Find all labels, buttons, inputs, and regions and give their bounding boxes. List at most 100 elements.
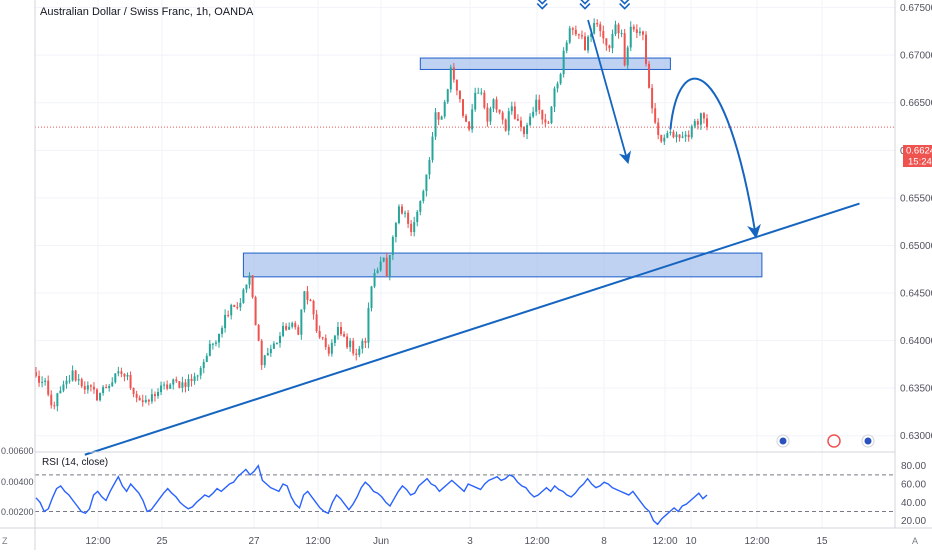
candle-body xyxy=(455,79,458,91)
candle-body xyxy=(163,384,166,386)
candle-body xyxy=(236,306,239,308)
time-tick-label: 12:00 xyxy=(744,536,769,547)
rsi-tick-label: 40.00 xyxy=(901,498,926,509)
candle-body xyxy=(529,116,532,126)
candle-body xyxy=(208,343,211,356)
candle-body xyxy=(312,300,315,315)
candle-body xyxy=(144,399,147,403)
candle-body xyxy=(160,385,163,393)
candle-body xyxy=(47,380,50,395)
candle-body xyxy=(593,22,596,34)
candle-body xyxy=(669,131,672,134)
candle-body xyxy=(425,174,428,192)
candle-body xyxy=(211,343,214,345)
candle-body xyxy=(562,50,565,75)
candle-body xyxy=(474,92,477,110)
candle-body xyxy=(617,24,620,34)
candle-body xyxy=(172,379,175,385)
candle-body xyxy=(410,223,413,233)
auto-scale-button[interactable]: A xyxy=(912,536,918,546)
candle-body xyxy=(373,272,376,287)
candle-body xyxy=(565,42,568,51)
last-price-label: 0.66244 xyxy=(906,146,932,157)
candle-body xyxy=(318,331,321,338)
candle-body xyxy=(492,99,495,109)
time-tick-label: 10 xyxy=(685,536,697,547)
candle-body xyxy=(504,119,507,131)
candle-body xyxy=(251,275,254,298)
candle-body xyxy=(190,378,193,381)
chevron-marker xyxy=(579,3,591,10)
time-tick-label: 3 xyxy=(467,536,473,547)
rsi-line xyxy=(35,464,708,526)
candle-body xyxy=(181,382,184,388)
candle-body xyxy=(263,355,266,366)
candle-body xyxy=(553,88,556,107)
candle-body xyxy=(571,28,574,30)
candle-body xyxy=(419,200,422,212)
candle-body xyxy=(272,343,275,349)
candle-body xyxy=(687,134,690,138)
candle-body xyxy=(434,112,437,137)
resistance-zone xyxy=(419,57,671,70)
time-tick-label: Jun xyxy=(373,536,389,547)
candle-body xyxy=(343,334,346,337)
candle-body xyxy=(59,390,62,394)
candle-body xyxy=(370,286,373,308)
candle-body xyxy=(355,353,358,355)
candle-body xyxy=(452,67,455,80)
candle-body xyxy=(516,118,519,121)
chevron-marker xyxy=(580,0,590,5)
candle-body xyxy=(648,63,651,88)
axes: 0.675000.670000.665000.660000.655000.650… xyxy=(85,3,932,547)
time-tick-label: 8 xyxy=(601,536,607,547)
candle-body xyxy=(501,112,504,120)
candle-body xyxy=(279,335,281,343)
candle-body xyxy=(379,261,382,271)
candle-body xyxy=(675,134,678,138)
candle-body xyxy=(584,36,586,51)
candle-body xyxy=(364,340,367,343)
candle-body xyxy=(83,386,86,390)
price-tick-label: 0.63000 xyxy=(900,431,932,442)
candle-body xyxy=(35,372,37,376)
candle-body xyxy=(53,405,56,407)
chevron-marker xyxy=(619,3,631,10)
candle-body xyxy=(62,384,65,391)
candle-body xyxy=(294,323,297,328)
candle-body xyxy=(532,111,535,117)
candle-body xyxy=(614,24,617,35)
chevron-marker xyxy=(537,0,548,5)
candle-body xyxy=(446,89,449,102)
candle-body xyxy=(306,291,309,300)
chart-title: Australian Dollar / Swiss Franc, 1h, OAN… xyxy=(40,6,254,18)
candle-body xyxy=(632,26,635,30)
candle-body xyxy=(431,136,434,160)
candle-body xyxy=(626,47,629,66)
candle-body xyxy=(574,29,577,35)
candle-body xyxy=(489,108,492,122)
candle-body xyxy=(498,109,501,113)
candle-body xyxy=(227,314,230,316)
chevron-marker xyxy=(536,3,548,10)
candle-body xyxy=(449,67,452,90)
flag-event-icon-inner xyxy=(779,437,787,445)
candle-body xyxy=(257,325,260,341)
candle-body xyxy=(440,116,443,120)
candle-body xyxy=(117,371,120,374)
candle-body xyxy=(89,385,92,387)
candle-body xyxy=(336,326,339,336)
candle-body xyxy=(568,28,571,43)
candle-body xyxy=(126,374,129,377)
candle-body xyxy=(376,270,379,273)
candle-body xyxy=(315,314,318,332)
candle-body xyxy=(114,373,117,383)
candle-body xyxy=(239,302,242,308)
candle-body xyxy=(288,326,291,330)
candle-body xyxy=(523,126,525,134)
last-price-badge xyxy=(903,145,932,156)
candle-body xyxy=(285,325,288,330)
